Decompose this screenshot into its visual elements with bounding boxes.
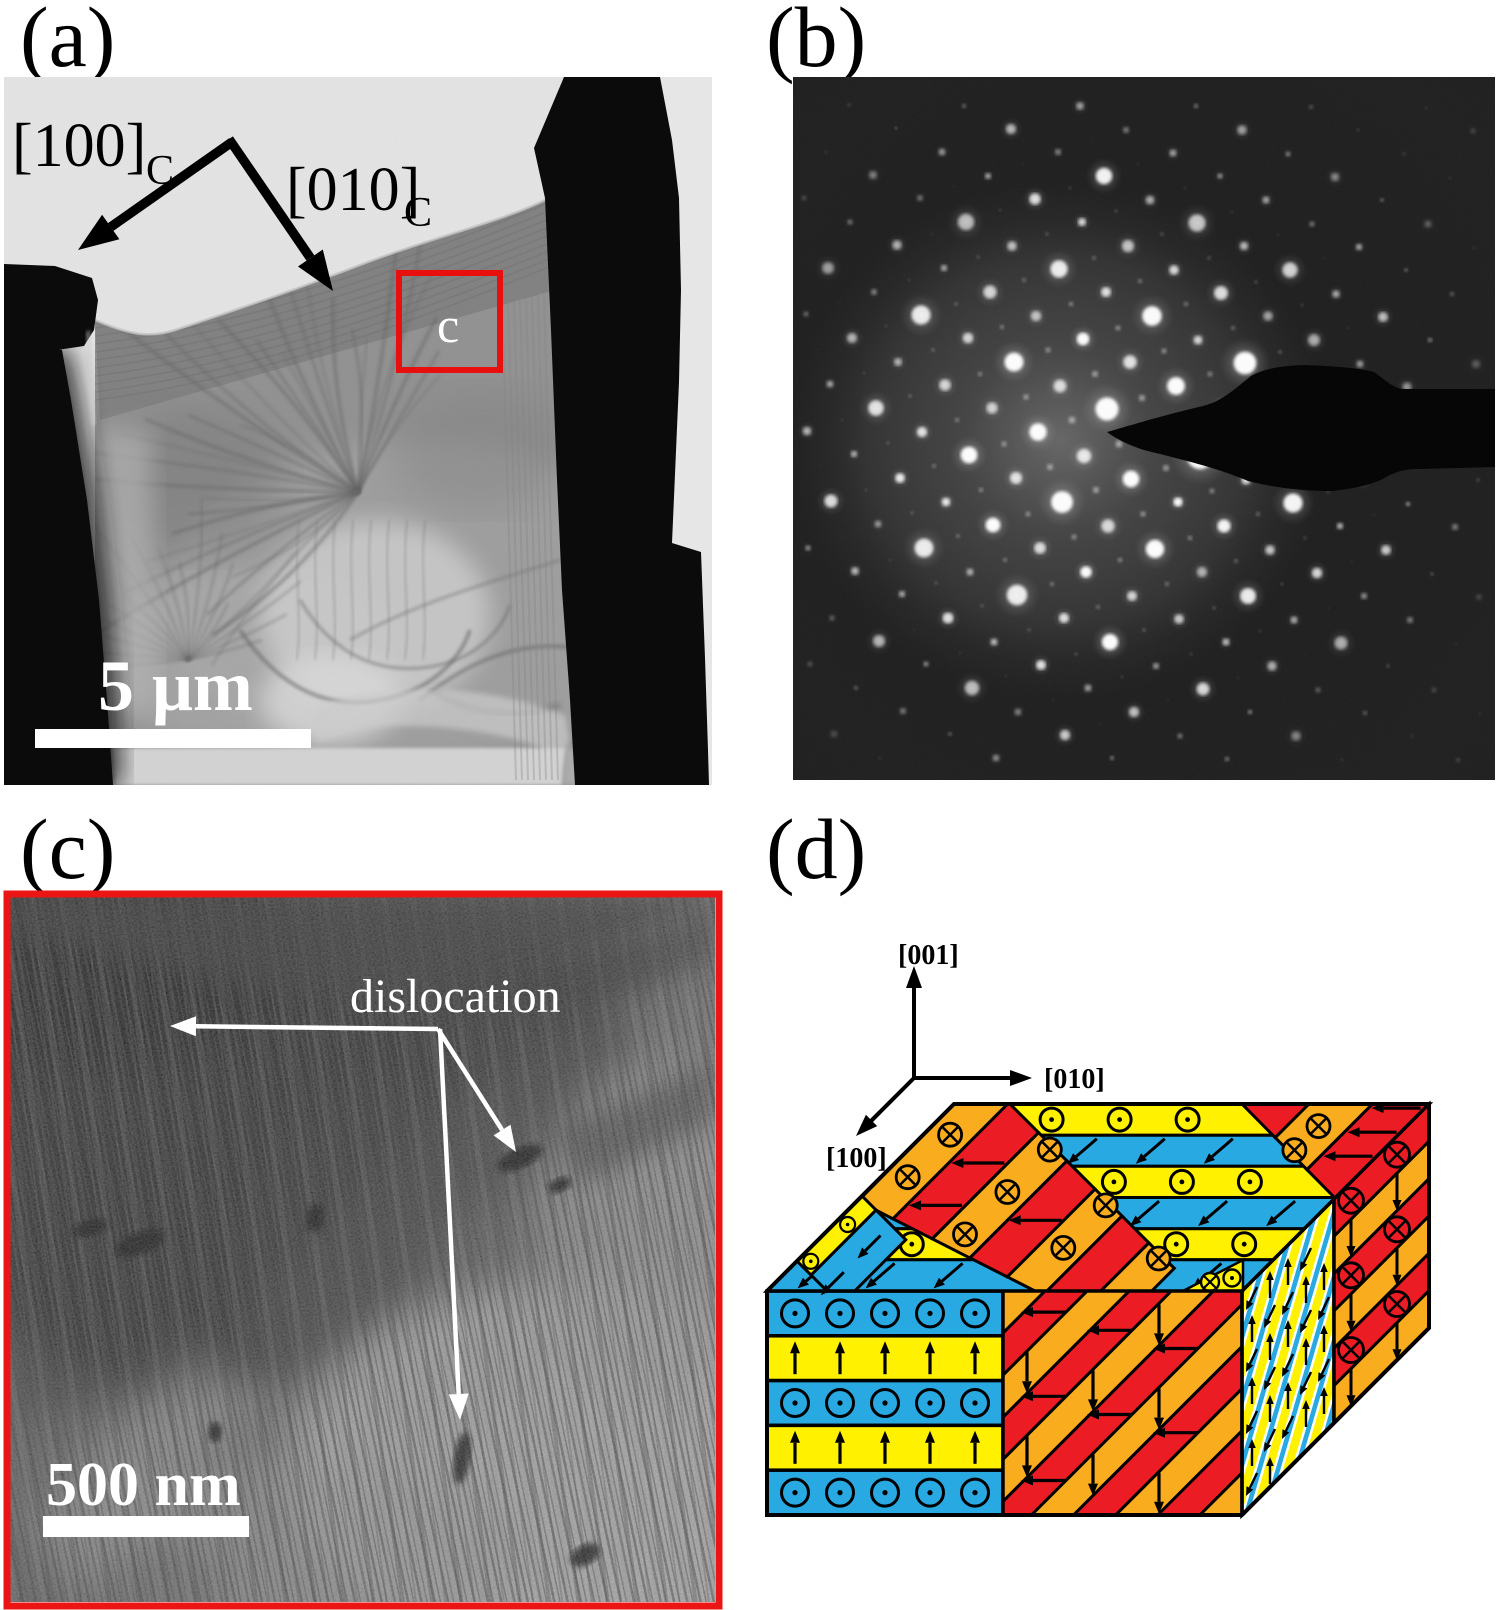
svg-text:500 nm: 500 nm [46, 1451, 241, 1519]
svg-text:[100]: [100] [826, 1143, 887, 1174]
svg-text:(b): (b) [766, 0, 866, 85]
svg-text:C: C [146, 148, 174, 194]
svg-text:(d): (d) [766, 801, 866, 897]
svg-text:[100]: [100] [12, 112, 146, 180]
svg-text:c: c [437, 297, 459, 353]
svg-text:(a): (a) [20, 0, 115, 85]
svg-text:C: C [404, 190, 432, 236]
svg-text:dislocation: dislocation [350, 970, 561, 1023]
svg-text:[001]: [001] [898, 940, 959, 971]
svg-text:[010]: [010] [1044, 1064, 1105, 1095]
svg-text:5 μm: 5 μm [98, 646, 253, 726]
svg-text:(c): (c) [20, 801, 115, 897]
svg-text:[010]: [010] [286, 156, 420, 224]
